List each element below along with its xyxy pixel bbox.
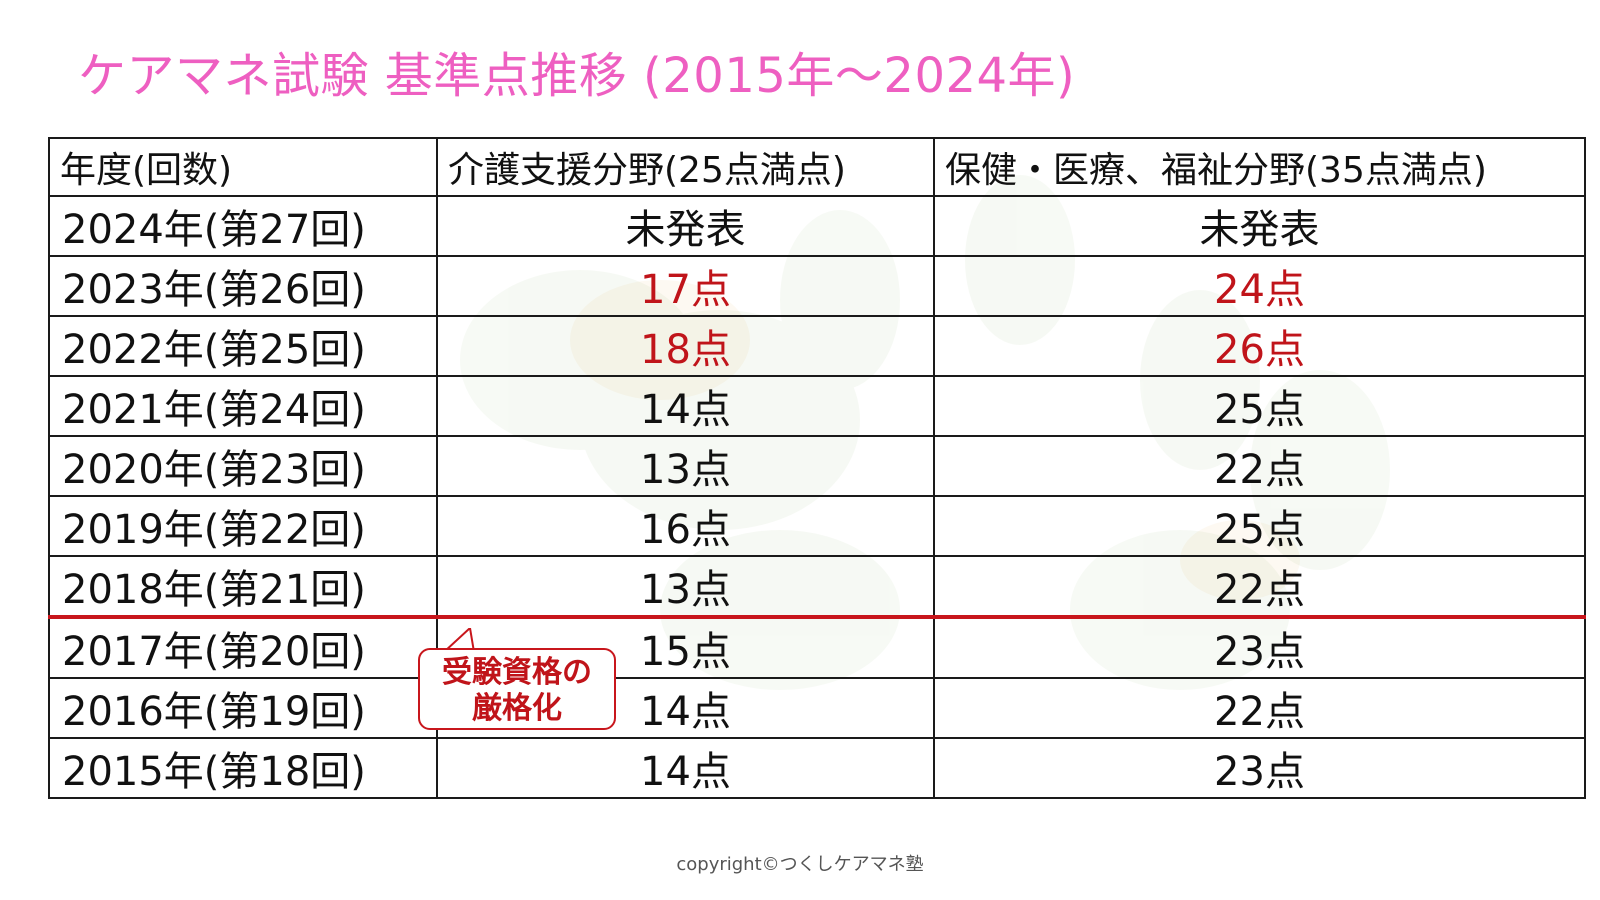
table-row: 2015年(第18回) 14点 23点 bbox=[48, 737, 1586, 799]
hoken-cell: 22点 bbox=[933, 677, 1586, 739]
kaigo-cell: 14点 bbox=[436, 737, 935, 799]
year-cell: 2023年(第26回) bbox=[48, 255, 438, 317]
table-row: 2023年(第26回) 17点 24点 bbox=[48, 255, 1586, 317]
table-row: 2019年(第22回) 16点 25点 bbox=[48, 495, 1586, 557]
table-row: 2024年(第27回) 未発表 未発表 bbox=[48, 195, 1586, 257]
kaigo-cell: 16点 bbox=[436, 495, 935, 557]
copyright-text: copyright©つくしケアマネ塾 bbox=[676, 854, 924, 875]
hoken-cell: 23点 bbox=[933, 737, 1586, 799]
hoken-cell: 23点 bbox=[933, 615, 1586, 679]
table-header-row: 年度(回数) 介護支援分野(25点満点) 保健・医療、福祉分野(35点満点) bbox=[48, 137, 1586, 197]
table-row: 2017年(第20回) 15点 23点 bbox=[48, 615, 1586, 679]
hoken-cell: 25点 bbox=[933, 495, 1586, 557]
year-cell: 2015年(第18回) bbox=[48, 737, 438, 799]
hoken-cell: 22点 bbox=[933, 555, 1586, 618]
kaigo-cell: 14点 bbox=[436, 375, 935, 437]
header-year: 年度(回数) bbox=[48, 137, 438, 197]
year-cell: 2018年(第21回) bbox=[48, 555, 438, 618]
year-cell: 2017年(第20回) bbox=[48, 615, 438, 679]
hoken-cell: 未発表 bbox=[933, 195, 1586, 257]
kaigo-cell: 未発表 bbox=[436, 195, 935, 257]
table-row: 2016年(第19回) 14点 22点 bbox=[48, 677, 1586, 739]
table-row: 2022年(第25回) 18点 26点 bbox=[48, 315, 1586, 377]
hoken-cell: 22点 bbox=[933, 435, 1586, 497]
table-row: 2018年(第21回) 13点 22点 bbox=[48, 555, 1586, 618]
callout-line-2: 厳格化 bbox=[472, 691, 562, 726]
hoken-cell: 26点 bbox=[933, 315, 1586, 377]
table-row: 2021年(第24回) 14点 25点 bbox=[48, 375, 1586, 437]
kaigo-cell: 17点 bbox=[436, 255, 935, 317]
score-table: 年度(回数) 介護支援分野(25点満点) 保健・医療、福祉分野(35点満点) 2… bbox=[48, 137, 1586, 799]
kaigo-cell: 13点 bbox=[436, 435, 935, 497]
year-cell: 2020年(第23回) bbox=[48, 435, 438, 497]
eligibility-callout: 受験資格の 厳格化 bbox=[418, 648, 616, 730]
header-kaigo: 介護支援分野(25点満点) bbox=[436, 137, 935, 197]
year-cell: 2019年(第22回) bbox=[48, 495, 438, 557]
hoken-cell: 24点 bbox=[933, 255, 1586, 317]
table-row: 2020年(第23回) 13点 22点 bbox=[48, 435, 1586, 497]
year-cell: 2021年(第24回) bbox=[48, 375, 438, 437]
kaigo-cell: 13点 bbox=[436, 555, 935, 618]
year-cell: 2024年(第27回) bbox=[48, 195, 438, 257]
callout-line-1: 受験資格の bbox=[442, 655, 592, 690]
kaigo-cell: 18点 bbox=[436, 315, 935, 377]
year-cell: 2016年(第19回) bbox=[48, 677, 438, 739]
header-hoken: 保健・医療、福祉分野(35点満点) bbox=[933, 137, 1586, 197]
hoken-cell: 25点 bbox=[933, 375, 1586, 437]
slide-title: ケアマネ試験 基準点推移 (2015年～2024年) bbox=[78, 48, 1076, 104]
year-cell: 2022年(第25回) bbox=[48, 315, 438, 377]
